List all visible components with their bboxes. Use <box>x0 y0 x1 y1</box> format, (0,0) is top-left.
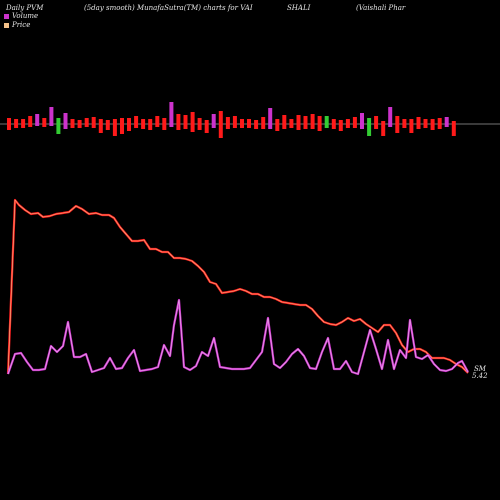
volume-bar <box>232 116 237 128</box>
volume-bar <box>416 117 421 129</box>
legend-volume-label: Volume <box>12 12 39 20</box>
volume-bar <box>42 118 47 127</box>
volume-bar <box>444 117 449 127</box>
legend-volume: Volume <box>4 12 38 20</box>
volume-bar <box>225 117 230 129</box>
volume-bar <box>310 114 315 129</box>
volume-bar <box>402 119 407 128</box>
volume-bar <box>240 119 244 128</box>
header-right: (Vaishali Phar <box>356 4 406 12</box>
volume-bar <box>430 119 435 130</box>
volume-bar <box>183 115 188 129</box>
header-center: (5day smooth) MunafaSutra(TM) charts for… <box>84 4 253 12</box>
volume-bar <box>395 116 400 133</box>
volume-bar <box>423 119 428 128</box>
volume-bar <box>21 119 26 128</box>
volume-bar <box>381 121 386 136</box>
volume-bar <box>247 119 251 128</box>
volume-bar <box>162 118 167 130</box>
volume-bar <box>105 120 110 130</box>
volume-bar <box>275 119 280 131</box>
volume-bar <box>169 102 174 127</box>
legend-volume-swatch <box>4 13 9 19</box>
volume-bar <box>352 117 357 128</box>
volume-bar <box>331 119 336 129</box>
volume-bar <box>204 120 209 133</box>
volume-bar <box>218 111 223 138</box>
volume-bar <box>91 117 96 128</box>
legend-price-swatch <box>4 22 9 28</box>
volume-bar <box>437 118 442 129</box>
volume-bar <box>56 118 61 134</box>
price-line <box>6 198 469 375</box>
volume-bar <box>176 114 181 130</box>
volume-bar <box>28 116 33 127</box>
end-label-sm: SM <box>474 365 487 373</box>
volume-bar <box>49 107 54 126</box>
volume-line-highlight <box>7 299 469 375</box>
volume-bar <box>409 119 414 133</box>
header-left: Daily PVM <box>6 4 44 12</box>
header-symbol: SHALI <box>287 4 311 12</box>
volume-bar <box>14 119 19 128</box>
volume-bar <box>148 119 153 130</box>
volume-bar <box>211 114 216 128</box>
volume-bar <box>112 119 117 136</box>
legend-price-label: Price <box>12 21 31 29</box>
volume-bar <box>451 121 456 136</box>
end-label-price: 5.42 <box>472 372 488 380</box>
volume-bar <box>296 115 301 130</box>
volume-bar <box>141 119 146 129</box>
volume-bar <box>303 116 308 129</box>
volume-bar <box>134 116 139 128</box>
volume-bar <box>324 116 329 128</box>
volume-bar <box>190 112 195 132</box>
volume-bar <box>120 118 124 134</box>
volume-bar <box>345 119 350 128</box>
volume-bar <box>35 114 40 126</box>
volume-bar <box>388 107 393 127</box>
volume-bar <box>289 119 294 128</box>
volume-bar <box>84 118 89 127</box>
volume-bar <box>155 116 160 127</box>
price-line-highlight <box>7 199 469 375</box>
volume-bar <box>70 119 75 128</box>
volume-bar <box>127 118 131 131</box>
volume-bar <box>268 108 273 129</box>
volume-bar <box>7 118 11 130</box>
legend-price: Price <box>4 21 30 29</box>
volume-bar <box>374 116 379 129</box>
volume-bar <box>197 118 202 130</box>
volume-bar <box>360 113 364 129</box>
volume-bar <box>338 120 343 131</box>
volume-bar <box>261 117 266 129</box>
volume-bar <box>77 120 82 128</box>
volume-bar <box>254 120 259 129</box>
volume-bar <box>63 113 68 129</box>
volume-bar <box>98 119 103 133</box>
volume-bar <box>282 115 287 129</box>
volume-bar <box>367 118 372 136</box>
volume-bar <box>317 116 322 131</box>
volume-bars <box>7 102 456 138</box>
